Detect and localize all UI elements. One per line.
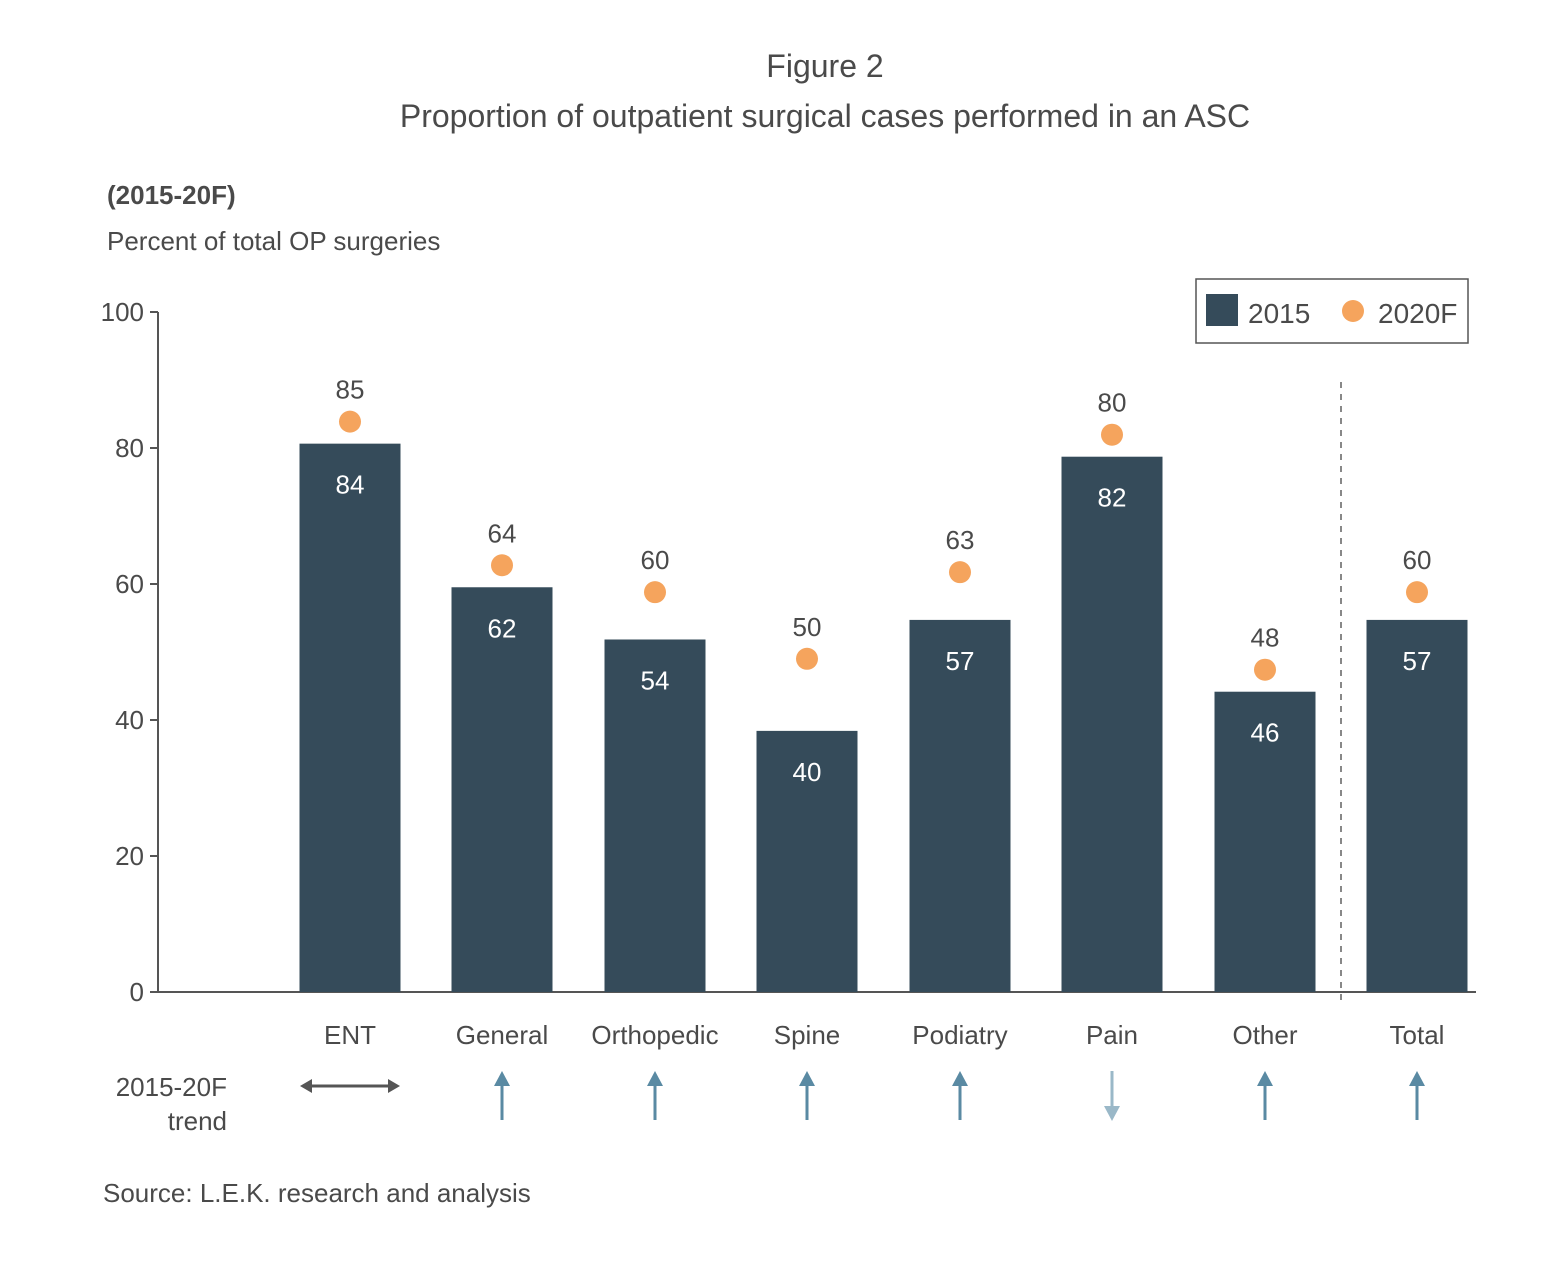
dot-value-label: 60: [1403, 545, 1432, 575]
x-category-label: Spine: [774, 1020, 841, 1050]
bar-2015-pain: [1061, 456, 1163, 993]
dot-2020f-general: [491, 554, 513, 577]
dot-value-label: 63: [946, 525, 975, 555]
bar-value-label: 46: [1251, 718, 1280, 748]
figure-label: Figure 2: [766, 48, 884, 84]
dot-2020f-total: [1406, 581, 1428, 604]
legend-swatch-2020f: [1342, 300, 1364, 322]
trend-up-arrow-icon: [494, 1071, 510, 1086]
bar-value-label: 57: [946, 646, 975, 676]
y-tick-label: 20: [115, 841, 144, 871]
bar-value-label: 84: [336, 470, 365, 500]
bar-2015-podiatry: [909, 619, 1011, 992]
y-tick-label: 80: [115, 433, 144, 463]
x-category-label: Other: [1232, 1020, 1297, 1050]
dot-2020f-orthopedic: [644, 581, 666, 604]
bar-2015-other: [1214, 691, 1316, 992]
dot-value-label: 80: [1098, 388, 1127, 418]
dot-value-label: 85: [336, 375, 365, 405]
bar-2015-spine: [756, 730, 858, 992]
y-axis-label: Percent of total OP surgeries: [107, 226, 441, 256]
source-note: Source: L.E.K. research and analysis: [103, 1178, 531, 1208]
trend-label-line1: 2015-20F: [115, 1072, 227, 1102]
trend-up-arrow-icon: [647, 1071, 663, 1086]
legend-label-2015: 2015: [1248, 298, 1310, 329]
bar-value-label: 57: [1403, 646, 1432, 676]
trend-row-label: 2015-20F trend: [100, 1070, 227, 1138]
y-tick-label: 100: [101, 297, 144, 327]
trend-flat-arrow-left-icon: [300, 1079, 312, 1093]
dot-2020f-podiatry: [949, 561, 971, 584]
y-tick-label: 0: [130, 977, 144, 1007]
legend-swatch-2015: [1206, 294, 1238, 326]
trend-flat-arrow-right-icon: [388, 1079, 400, 1093]
dot-2020f-other: [1254, 658, 1276, 681]
bar-value-label: 82: [1098, 483, 1127, 513]
trend-up-arrow-icon: [1409, 1071, 1425, 1086]
legend-box: [1195, 278, 1469, 344]
legend-label-2020f: 2020F: [1378, 298, 1457, 329]
bar-value-label: 54: [641, 665, 670, 695]
dot-value-label: 48: [1251, 623, 1280, 653]
dot-value-label: 64: [488, 518, 517, 548]
x-category-label: Total: [1390, 1020, 1445, 1050]
x-category-label: ENT: [324, 1020, 376, 1050]
x-category-label: Pain: [1086, 1020, 1138, 1050]
chart-subtitle: (2015-20F): [107, 180, 236, 210]
dot-value-label: 50: [793, 612, 822, 642]
bar-2015-general: [451, 587, 553, 992]
trend-label-line2: trend: [167, 1106, 227, 1136]
bar-2015-orthopedic: [604, 639, 706, 992]
trend-up-arrow-icon: [952, 1071, 968, 1086]
bar-value-label: 62: [488, 613, 517, 643]
trend-down-arrow-icon: [1104, 1106, 1120, 1121]
dot-2020f-pain: [1101, 423, 1123, 446]
chart-title: Proportion of outpatient surgical cases …: [399, 98, 1251, 134]
dot-value-label: 60: [641, 545, 670, 575]
bar-2015-total: [1366, 619, 1468, 992]
trend-up-arrow-icon: [799, 1071, 815, 1086]
y-tick-label: 60: [115, 569, 144, 599]
x-category-label: General: [456, 1020, 549, 1050]
bar-value-label: 40: [793, 757, 822, 787]
trend-up-arrow-icon: [1257, 1071, 1273, 1086]
bar-2015-ent: [299, 443, 401, 992]
x-category-label: Podiatry: [912, 1020, 1007, 1050]
x-category-label: Orthopedic: [591, 1020, 718, 1050]
dot-2020f-spine: [796, 647, 818, 670]
y-tick-label: 40: [115, 705, 144, 735]
dot-2020f-ent: [339, 410, 361, 433]
